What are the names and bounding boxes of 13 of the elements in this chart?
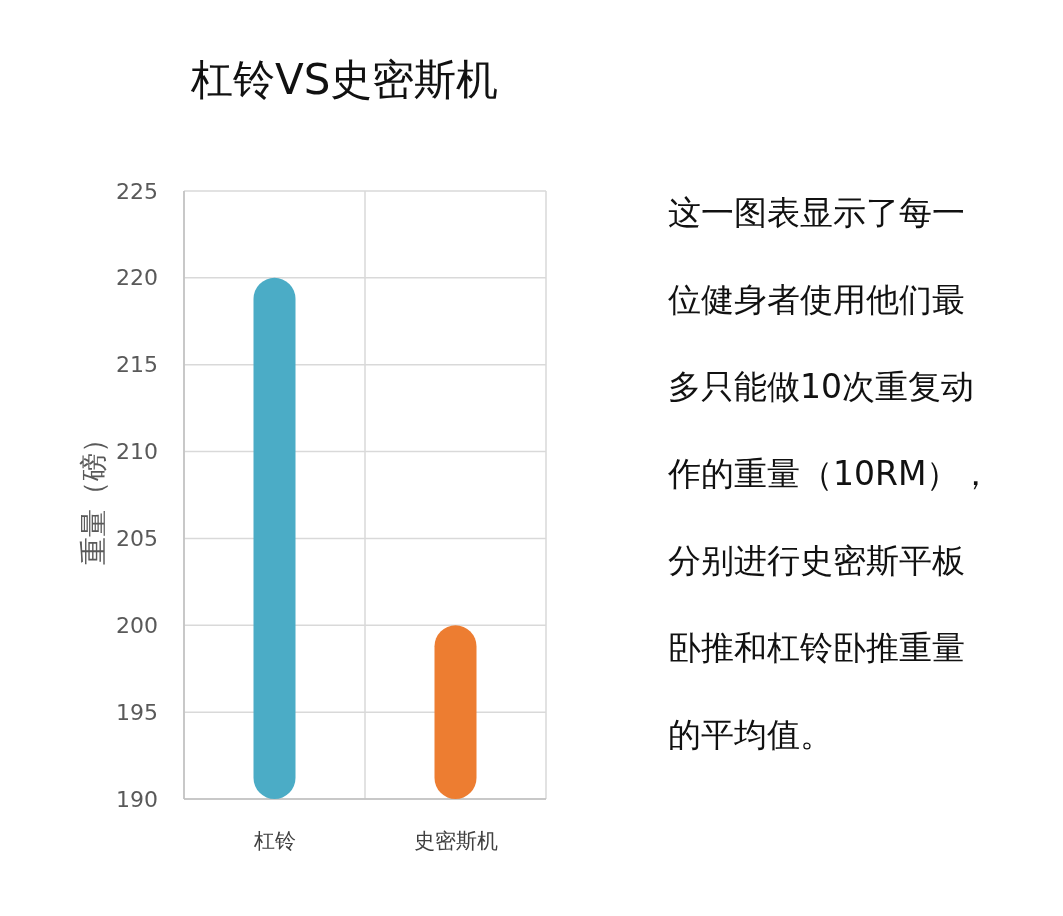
text: 这一图表显示了每一位健身者使用他们最多只能做10次重复动作的重量（10RM），分别进行史密斯平板卧推和杠铃卧推重量的平均值。 [668, 193, 993, 754]
y-tick-label: 210 [116, 439, 158, 465]
y-tick-label: 190 [116, 786, 158, 812]
y-tick-label: 195 [116, 699, 158, 725]
y-tick-label: 205 [116, 525, 158, 551]
x-tick-label: 杠铃 [252, 829, 296, 853]
y-tick-label: 220 [116, 265, 158, 291]
y-axis-title: 重量（磅） [76, 425, 110, 565]
x-tick-label: 史密斯机 [413, 829, 498, 853]
y-tick-label: 200 [116, 612, 158, 638]
y-tick-label: 225 [116, 178, 158, 204]
y-tick-label: 215 [116, 352, 158, 378]
chart-title: 杠铃VS史密斯机 [190, 55, 499, 104]
